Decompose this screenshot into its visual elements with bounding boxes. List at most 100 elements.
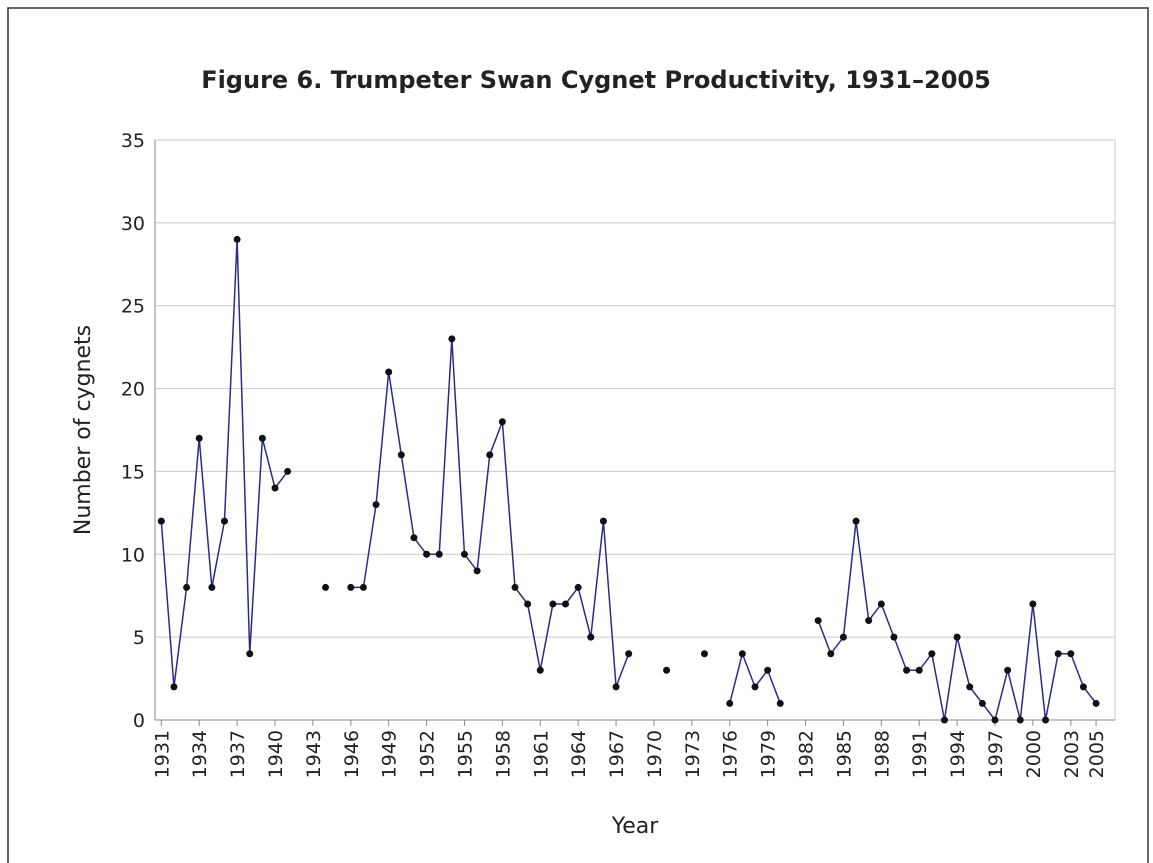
- data-point: [220, 517, 228, 525]
- data-point: [1042, 716, 1050, 724]
- x-tick-label: 1982: [796, 730, 818, 778]
- frame: [7, 7, 1149, 863]
- data-point: [347, 583, 355, 591]
- x-tick-label: 1973: [682, 730, 704, 778]
- data-point: [183, 583, 191, 591]
- data-point: [170, 683, 178, 691]
- data-point: [271, 484, 279, 492]
- data-point: [562, 600, 570, 608]
- x-tick-label: 1994: [947, 730, 969, 778]
- data-point: [827, 650, 835, 658]
- x-tick-label: 1931: [151, 730, 173, 778]
- data-point: [359, 583, 367, 591]
- series-line: [817, 521, 1097, 722]
- data-point: [460, 550, 468, 558]
- data-point: [700, 650, 708, 658]
- data-point: [208, 583, 216, 591]
- data-point: [764, 666, 772, 674]
- data-point: [423, 550, 431, 558]
- x-tick-label: 1967: [606, 730, 628, 778]
- x-tick-label: 1934: [189, 730, 211, 778]
- x-tick-label: 2000: [1023, 730, 1045, 778]
- data-point: [511, 583, 519, 591]
- data-point: [738, 650, 746, 658]
- data-point: [599, 517, 607, 525]
- data-point: [839, 633, 847, 641]
- data-point: [1004, 666, 1012, 674]
- data-point: [966, 683, 974, 691]
- x-tick-label: 1943: [303, 730, 325, 778]
- data-point: [536, 666, 544, 674]
- series-line: [160, 239, 289, 687]
- data-point: [258, 434, 266, 442]
- x-tick-label: 1946: [341, 730, 363, 778]
- data-point: [157, 517, 165, 525]
- data-point: [776, 699, 784, 707]
- y-tick-label: 35: [121, 130, 145, 152]
- y-tick-label: 15: [121, 461, 145, 483]
- data-point: [751, 683, 759, 691]
- x-tick-label: 1955: [454, 730, 476, 778]
- data-point: [435, 550, 443, 558]
- data-point: [915, 666, 923, 674]
- x-tick-label: 1997: [985, 730, 1007, 778]
- data-point: [574, 583, 582, 591]
- x-tick-label: 1988: [871, 730, 893, 778]
- x-tick-label: 1961: [530, 730, 552, 778]
- data-point: [890, 633, 898, 641]
- data-point: [498, 418, 506, 426]
- data-point: [726, 699, 734, 707]
- x-tick-label: 2005: [1086, 730, 1108, 778]
- y-tick-label: 5: [133, 627, 145, 649]
- data-point: [1079, 683, 1087, 691]
- x-tick-label: 1958: [492, 730, 514, 778]
- data-point: [903, 666, 911, 674]
- data-point: [524, 600, 532, 608]
- y-tick-label: 25: [121, 296, 145, 318]
- data-point: [195, 434, 203, 442]
- data-point: [852, 517, 860, 525]
- data-point: [410, 534, 418, 542]
- data-point: [625, 650, 633, 658]
- data-point: [549, 600, 557, 608]
- x-tick-label: 1949: [379, 730, 401, 778]
- data-point: [814, 617, 822, 625]
- data-point: [1067, 650, 1075, 658]
- y-tick-label: 30: [121, 213, 145, 235]
- data-point: [486, 451, 494, 459]
- chart-title: Figure 6. Trumpeter Swan Cygnet Producti…: [201, 66, 991, 94]
- y-tick-label: 20: [121, 379, 145, 401]
- data-point: [865, 617, 873, 625]
- data-point: [246, 650, 254, 658]
- data-point: [1029, 600, 1037, 608]
- data-point: [991, 716, 999, 724]
- data-point: [877, 600, 885, 608]
- data-point: [1054, 650, 1062, 658]
- x-tick-label: 1964: [568, 730, 590, 778]
- x-tick-label: 1970: [644, 730, 666, 778]
- y-tick-label: 10: [121, 544, 145, 566]
- x-tick-label: 1940: [265, 730, 287, 778]
- data-point: [397, 451, 405, 459]
- data-point: [233, 235, 241, 243]
- series-line: [350, 338, 630, 688]
- x-tick-label: 1979: [758, 730, 780, 778]
- data-point: [1016, 716, 1024, 724]
- data-point: [612, 683, 620, 691]
- data-point: [1092, 699, 1100, 707]
- data-point: [473, 567, 481, 575]
- data-point: [663, 666, 671, 674]
- data-point: [940, 716, 948, 724]
- x-tick-label: 1952: [417, 730, 439, 778]
- data-point: [953, 633, 961, 641]
- x-tick-label: 1937: [227, 730, 249, 778]
- data-point: [587, 633, 595, 641]
- data-point: [928, 650, 936, 658]
- x-tick-label: 1985: [833, 730, 855, 778]
- data-point: [322, 583, 330, 591]
- data-point: [385, 368, 393, 376]
- x-tick-label: 1976: [720, 730, 742, 778]
- x-tick-label: 2003: [1061, 730, 1083, 778]
- data-point: [448, 335, 456, 343]
